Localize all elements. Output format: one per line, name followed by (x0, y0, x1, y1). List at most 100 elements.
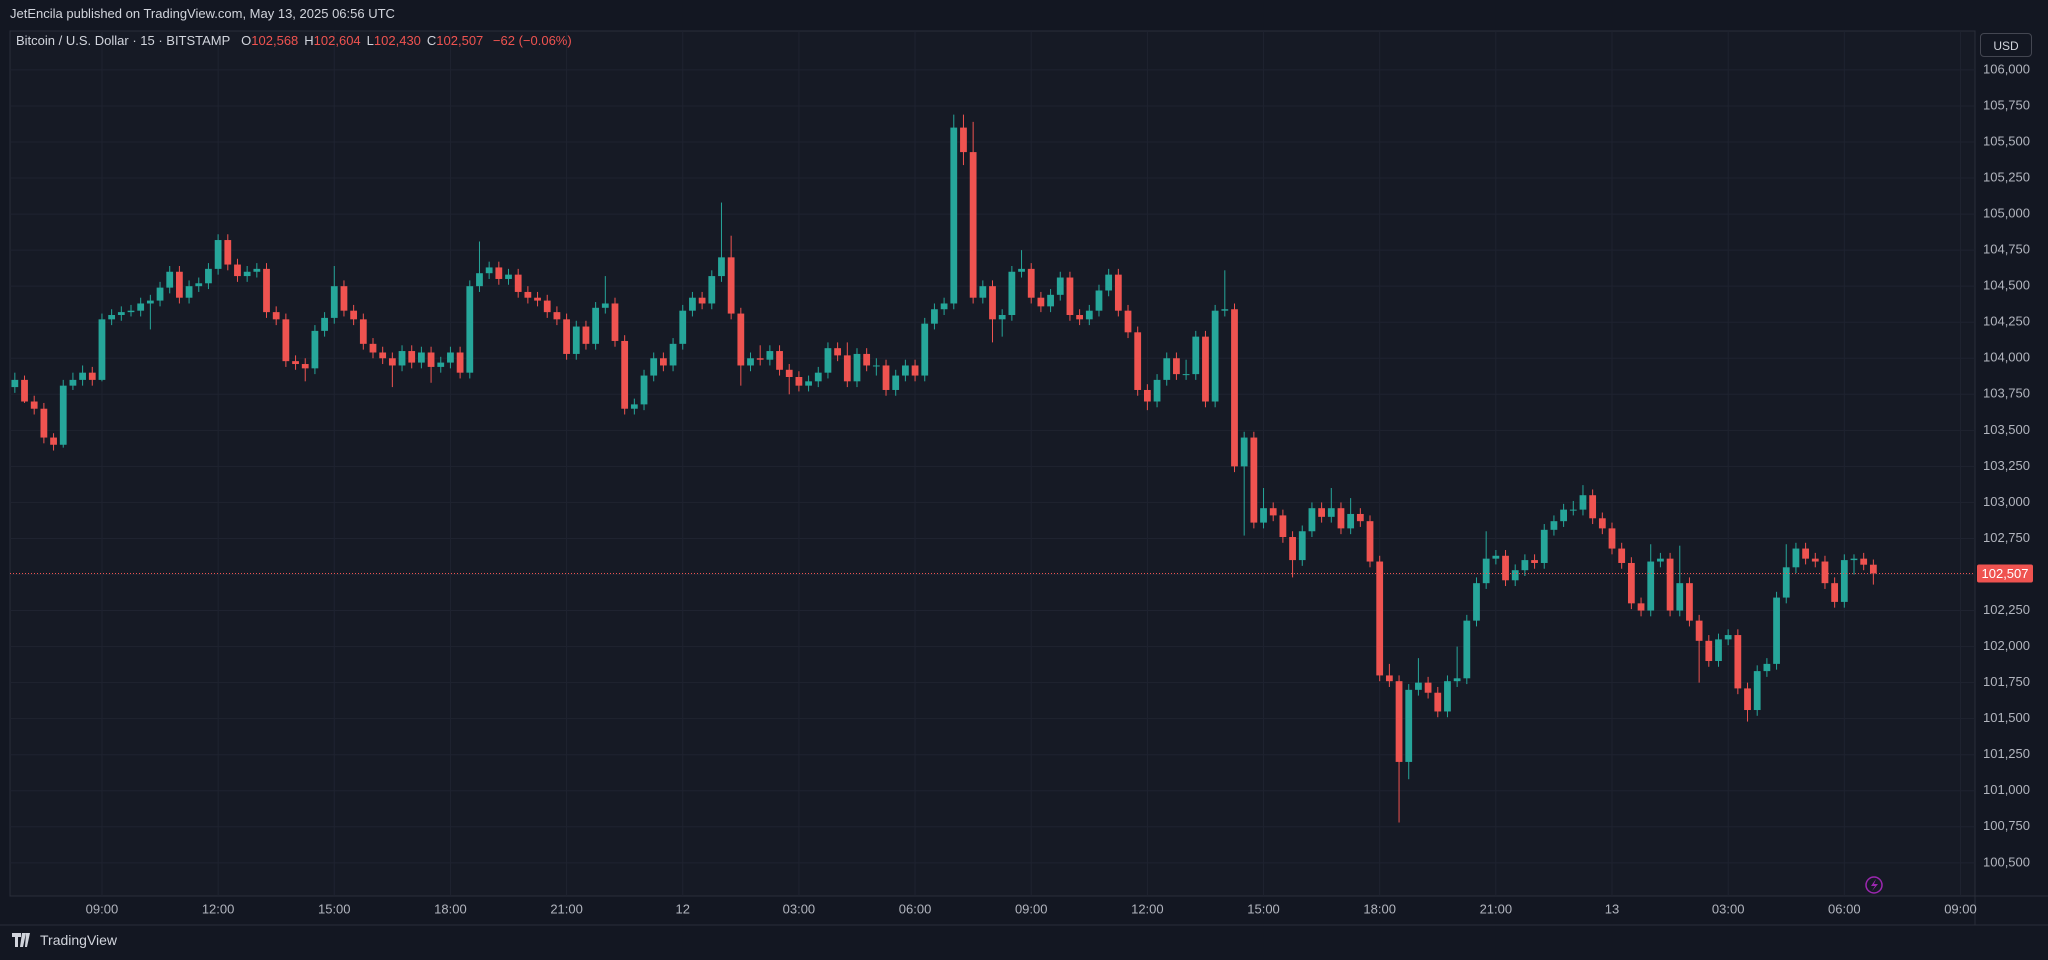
candle-body (1143, 389, 1151, 402)
candle-body (863, 353, 871, 366)
candle-body (756, 358, 764, 360)
y-tick-label: 103,750 (1983, 386, 2030, 401)
candle-body (1095, 290, 1103, 311)
candle-body (292, 361, 299, 365)
candle-body (534, 297, 541, 301)
candle-body (1637, 603, 1645, 611)
candle-body (563, 319, 570, 354)
x-tick-label: 12:00 (1131, 901, 1164, 916)
candle-body (1250, 437, 1258, 523)
candle-body (572, 326, 580, 354)
candle-body (718, 257, 725, 277)
candle-body (88, 372, 96, 380)
candle-body (505, 274, 512, 279)
candle-body (1221, 309, 1229, 311)
icon[interactable] (1865, 876, 1883, 894)
x-tick-label: 18:00 (434, 901, 467, 916)
candle-body (1356, 513, 1364, 522)
y-tick-label: 103,250 (1983, 458, 2030, 473)
candle-body (321, 317, 328, 331)
change: −62 (−0.06%) (492, 33, 572, 48)
candle-body (311, 330, 319, 369)
candle-body (679, 310, 687, 344)
plot-area (9, 30, 1976, 897)
candle-body (1085, 310, 1093, 320)
candle-body (1114, 274, 1122, 311)
candle-body (263, 268, 270, 313)
candle-body (437, 362, 445, 367)
candle-body (127, 310, 135, 313)
candle-body (747, 358, 754, 366)
candle-body (1482, 558, 1490, 584)
candle-body (882, 365, 890, 390)
candle-body (960, 127, 967, 153)
candle-body (1840, 560, 1848, 602)
candle-body (495, 267, 503, 279)
candle-body (1037, 297, 1045, 307)
ohlc-key: C (426, 33, 437, 48)
candle-body (301, 364, 309, 369)
x-tick-label: 03:00 (783, 901, 816, 916)
candle-body (1473, 583, 1480, 621)
candle-body (1385, 675, 1393, 682)
x-tick-label: 13 (1605, 901, 1619, 916)
candle-body (931, 309, 938, 324)
candle-body (543, 300, 551, 313)
candle-body (1850, 558, 1858, 561)
candle-body (1666, 558, 1674, 611)
candle-body (1802, 548, 1809, 559)
candle-body (1192, 336, 1200, 375)
candle-body (1550, 521, 1558, 530)
candle-body (940, 303, 948, 310)
ohlc-key: L (366, 33, 374, 48)
candle-body (998, 315, 1006, 320)
candle-body (1415, 682, 1422, 690)
x-tick-label: 06:00 (1828, 901, 1861, 916)
candle-body (1056, 277, 1064, 295)
candle-body (1182, 374, 1190, 376)
candle-body (117, 312, 125, 316)
candle-body (640, 375, 648, 405)
candle-body (476, 273, 483, 287)
candle-body (979, 286, 987, 298)
candle-body (1337, 508, 1345, 529)
icon (1871, 879, 1878, 891)
axis-labels: 100,500 100,750 101,000 101,250 101,500 101,7… (86, 61, 2033, 916)
x-tick-label: 09:00 (1944, 901, 1977, 916)
y-tick-label: 101,750 (1983, 674, 2030, 689)
ohlc-value: 102,430 (373, 33, 421, 48)
candle-body (601, 303, 609, 308)
candle-body (137, 303, 145, 311)
candle-body (669, 343, 677, 366)
last-price-tag (1977, 564, 2033, 583)
candle-body (969, 152, 977, 298)
candle-body (1724, 635, 1732, 640)
candle-body (11, 379, 19, 388)
y-tick-label: 104,250 (1983, 314, 2030, 329)
candle-body (1289, 537, 1296, 561)
candle-body (989, 286, 996, 320)
candle-body (1734, 635, 1742, 689)
candle-body (592, 307, 600, 344)
candle-body (234, 264, 241, 277)
candle-body (447, 352, 454, 363)
candle-body (166, 271, 174, 288)
candle-body (611, 303, 619, 341)
legend: Bitcoin / U.S. Dollar · 15 · BITSTAMP O1… (16, 33, 578, 48)
candle-body (59, 385, 67, 445)
y-tick-label: 100,500 (1983, 854, 2030, 869)
ohlc-value: 102,568 (251, 33, 299, 48)
candle-body (1686, 583, 1693, 621)
candle-body (708, 276, 716, 304)
currency-button[interactable]: USD (1980, 33, 2032, 57)
candle-body (727, 257, 735, 314)
candle-body (524, 291, 532, 298)
candle-body (1502, 555, 1509, 581)
candle-body (921, 323, 929, 376)
x-tick-label: 15:00 (1247, 901, 1280, 916)
candle-body (40, 408, 48, 438)
logo (12, 933, 30, 947)
candle-body (1018, 268, 1025, 272)
